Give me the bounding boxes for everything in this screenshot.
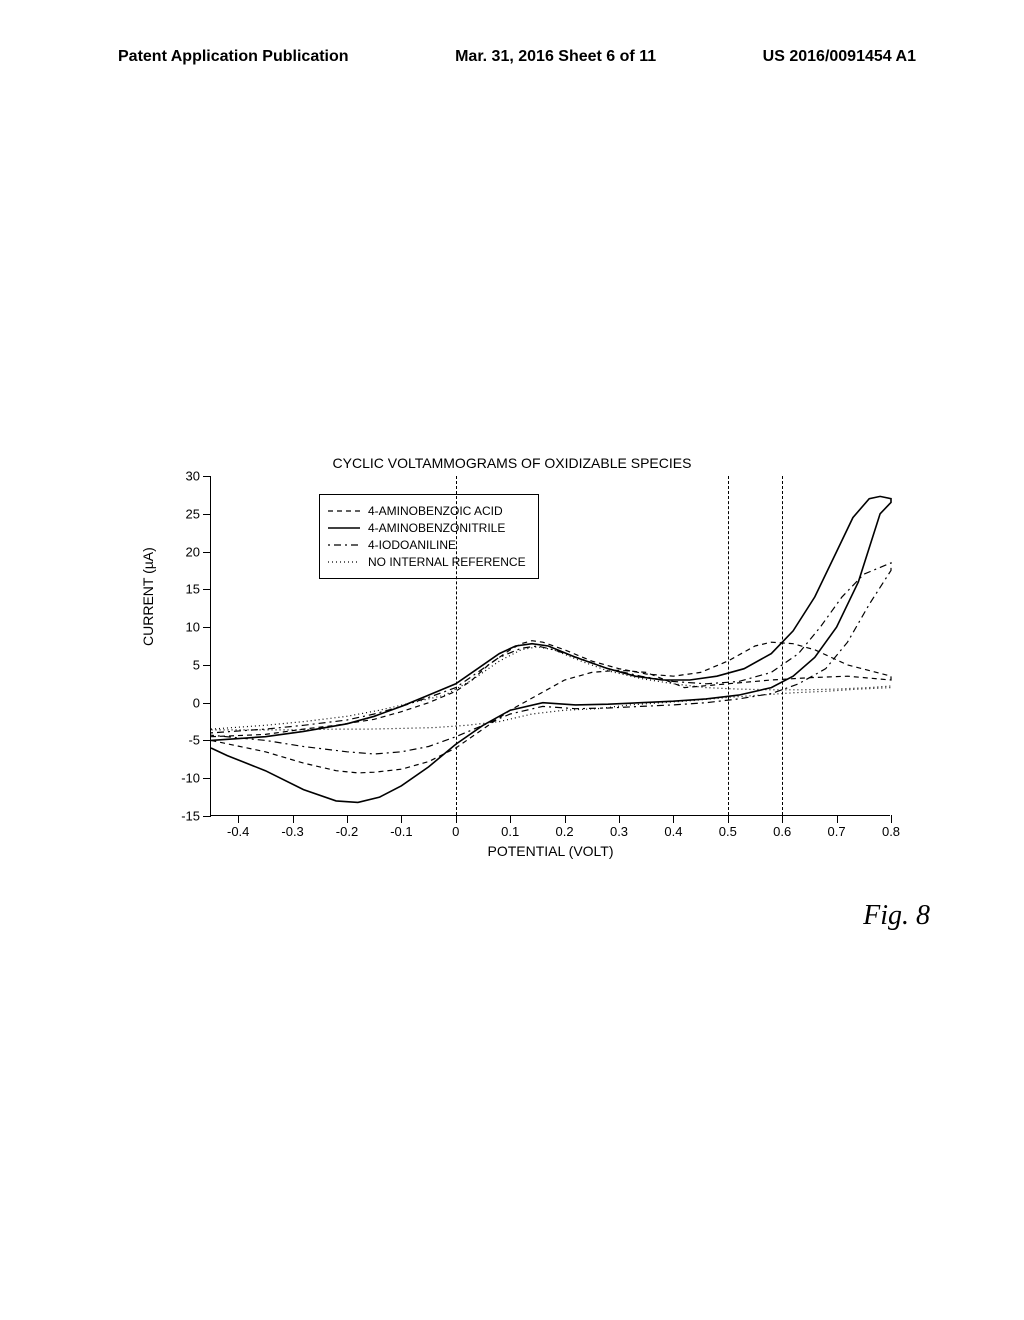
x-tick bbox=[401, 815, 402, 823]
legend-row: NO INTERNAL REFERENCE bbox=[328, 555, 530, 569]
legend-label: 4-IODOANILINE bbox=[368, 538, 456, 552]
vertical-guide bbox=[782, 476, 783, 815]
y-tick bbox=[203, 778, 211, 779]
header-right: US 2016/0091454 A1 bbox=[763, 48, 916, 66]
y-axis-label: CURRENT (µA) bbox=[140, 547, 156, 646]
y-tick bbox=[203, 627, 211, 628]
y-tick-label: -10 bbox=[181, 771, 200, 786]
y-tick bbox=[203, 514, 211, 515]
y-tick bbox=[203, 740, 211, 741]
y-tick-label: 0 bbox=[193, 695, 200, 710]
x-tick bbox=[238, 815, 239, 823]
x-tick bbox=[837, 815, 838, 823]
legend-swatch bbox=[328, 522, 360, 534]
y-tick-label: 10 bbox=[186, 620, 200, 635]
x-tick-label: 0.7 bbox=[828, 824, 846, 839]
legend-row: 4-IODOANILINE bbox=[328, 538, 530, 552]
x-tick bbox=[565, 815, 566, 823]
x-tick-label: 0.2 bbox=[556, 824, 574, 839]
y-tick bbox=[203, 816, 211, 817]
y-tick bbox=[203, 589, 211, 590]
x-tick-label: 0.3 bbox=[610, 824, 628, 839]
x-tick bbox=[891, 815, 892, 823]
y-tick-label: 20 bbox=[186, 544, 200, 559]
legend-label: 4-AMINOBENZONITRILE bbox=[368, 521, 505, 535]
series-no-internal-reference bbox=[211, 647, 891, 730]
legend-row: 4-AMINOBENZONITRILE bbox=[328, 521, 530, 535]
y-tick bbox=[203, 703, 211, 704]
y-tick-label: 30 bbox=[186, 469, 200, 484]
header-center: Mar. 31, 2016 Sheet 6 of 11 bbox=[455, 48, 656, 66]
x-tick-label: 0.8 bbox=[882, 824, 900, 839]
x-tick-label: -0.2 bbox=[336, 824, 358, 839]
chart-title: CYCLIC VOLTAMMOGRAMS OF OXIDIZABLE SPECI… bbox=[0, 455, 1024, 471]
x-tick-label: 0.4 bbox=[664, 824, 682, 839]
x-tick-label: 0.1 bbox=[501, 824, 519, 839]
y-tick-label: 25 bbox=[186, 506, 200, 521]
x-tick bbox=[510, 815, 511, 823]
x-tick bbox=[347, 815, 348, 823]
chart-container: CURRENT (µA) POTENTIAL (VOLT) 4-AMINOBEN… bbox=[130, 476, 890, 856]
figure-label: Fig. 8 bbox=[863, 900, 930, 932]
x-tick-label: 0 bbox=[452, 824, 459, 839]
legend-label: 4-AMINOBENZOIC ACID bbox=[368, 504, 503, 518]
x-tick bbox=[673, 815, 674, 823]
vertical-guide bbox=[456, 476, 457, 815]
series-4-iodoaniline bbox=[211, 563, 891, 754]
x-axis-label: POTENTIAL (VOLT) bbox=[487, 843, 613, 859]
y-tick bbox=[203, 665, 211, 666]
legend-row: 4-AMINOBENZOIC ACID bbox=[328, 504, 530, 518]
header-left: Patent Application Publication bbox=[118, 48, 349, 66]
x-tick-label: 0.5 bbox=[719, 824, 737, 839]
x-tick-label: -0.3 bbox=[281, 824, 303, 839]
x-tick bbox=[728, 815, 729, 823]
y-tick-label: -15 bbox=[181, 809, 200, 824]
x-tick-label: -0.1 bbox=[390, 824, 412, 839]
y-tick bbox=[203, 552, 211, 553]
legend-swatch bbox=[328, 505, 360, 517]
legend-box: 4-AMINOBENZOIC ACID 4-AMINOBENZONITRILE 4-… bbox=[319, 494, 539, 579]
legend-swatch bbox=[328, 539, 360, 551]
x-tick-label: -0.4 bbox=[227, 824, 249, 839]
vertical-guide bbox=[728, 476, 729, 815]
plot-area: POTENTIAL (VOLT) 4-AMINOBENZOIC ACID4-AM… bbox=[210, 476, 890, 816]
x-tick bbox=[456, 815, 457, 823]
x-tick bbox=[293, 815, 294, 823]
y-tick-label: 5 bbox=[193, 657, 200, 672]
x-tick bbox=[782, 815, 783, 823]
y-tick bbox=[203, 476, 211, 477]
voltammogram-plot bbox=[211, 476, 891, 816]
y-tick-label: 15 bbox=[186, 582, 200, 597]
y-tick-label: -5 bbox=[188, 733, 200, 748]
legend-label: NO INTERNAL REFERENCE bbox=[368, 555, 526, 569]
x-tick bbox=[619, 815, 620, 823]
x-tick-label: 0.6 bbox=[773, 824, 791, 839]
legend-swatch bbox=[328, 556, 360, 568]
page-header: Patent Application Publication Mar. 31, … bbox=[0, 48, 1024, 66]
